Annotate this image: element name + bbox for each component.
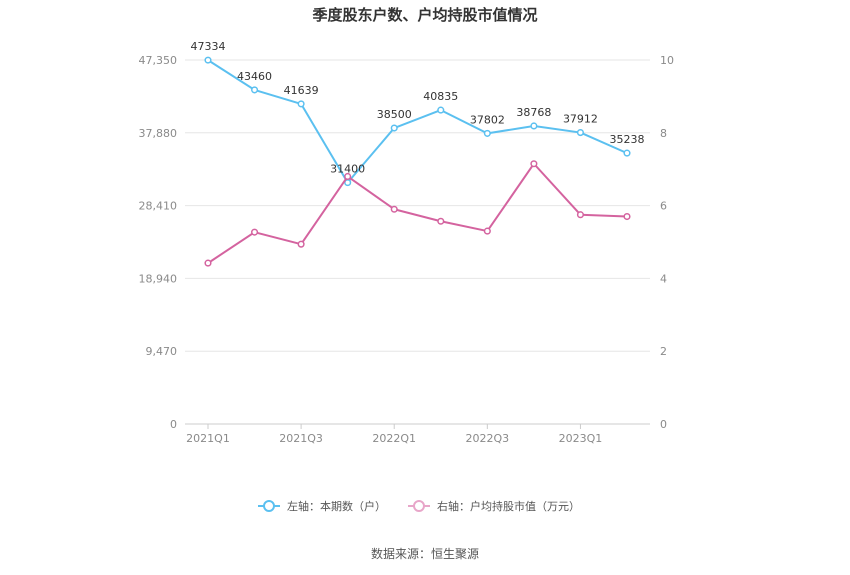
right-axis-tick-label: 8	[660, 127, 667, 140]
legend-label-market-value: 右轴：户均持股市值（万元）	[437, 499, 580, 513]
data-label: 43460	[237, 70, 272, 83]
legend[interactable]: 左轴：本期数（户） 右轴：户均持股市值（万元）	[258, 499, 580, 513]
data-point[interactable]	[297, 100, 305, 108]
data-point[interactable]	[530, 160, 538, 168]
data-point[interactable]	[437, 217, 445, 225]
left-axis-tick-label: 9,470	[146, 345, 178, 358]
data-point[interactable]	[390, 205, 398, 213]
x-axis: 2021Q1 2021Q3 2022Q1 2022Q3 2023Q1	[186, 424, 602, 445]
data-point[interactable]	[390, 124, 398, 132]
right-axis-tick-label: 6	[660, 200, 667, 213]
data-point[interactable]	[204, 56, 212, 64]
grid-lines	[185, 59, 650, 425]
data-point[interactable]	[576, 129, 584, 137]
data-labels: 47334 43460 41639 31400 38500 40835 37802 38768…	[191, 40, 645, 175]
data-point[interactable]	[483, 129, 491, 137]
left-axis-tick-label: 0	[170, 418, 177, 431]
legend-item-market-value[interactable]: 右轴：户均持股市值（万元）	[408, 499, 580, 513]
data-label: 38768	[516, 106, 551, 119]
data-point[interactable]	[576, 211, 584, 219]
left-axis-tick-label: 18,940	[139, 272, 178, 285]
left-axis-tick-label: 37,880	[139, 127, 178, 140]
data-source: 数据来源：恒生聚源	[371, 546, 479, 561]
data-label: 40835	[423, 90, 458, 103]
right-axis-tick-label: 0	[660, 418, 667, 431]
left-axis-ticks: 0 9,470 18,940 28,410 37,880 47,350	[139, 54, 178, 431]
x-axis-tick-label: 2022Q3	[466, 432, 510, 445]
data-point[interactable]	[251, 228, 259, 236]
data-point[interactable]	[530, 122, 538, 130]
data-label: 37802	[470, 113, 505, 126]
legend-marker-holders	[263, 500, 275, 512]
data-label: 35238	[610, 133, 645, 146]
series-line-1	[207, 162, 628, 264]
legend-label-holders: 左轴：本期数（户）	[287, 499, 386, 513]
right-axis-ticks: 0 2 4 6 8 10	[660, 54, 674, 431]
x-axis-tick-label: 2022Q1	[372, 432, 416, 445]
x-axis-tick-label: 2021Q1	[186, 432, 230, 445]
data-point[interactable]	[344, 172, 352, 181]
x-axis-tick-label: 2023Q1	[559, 432, 603, 445]
data-point[interactable]	[204, 259, 212, 267]
data-label: 31400	[330, 163, 365, 176]
series-line-0	[207, 59, 628, 184]
right-axis-tick-label: 4	[660, 272, 667, 285]
data-label: 41639	[284, 84, 319, 97]
data-label: 38500	[377, 108, 412, 121]
x-axis-tick-label: 2021Q3	[279, 432, 323, 445]
chart-title: 季度股东户数、户均持股市值情况	[312, 6, 537, 24]
data-label: 37912	[563, 113, 598, 126]
data-point[interactable]	[623, 149, 631, 157]
left-axis-tick-label: 47,350	[139, 54, 178, 67]
series-layer	[204, 56, 631, 267]
legend-item-holders[interactable]: 左轴：本期数（户）	[258, 499, 386, 513]
legend-marker-market-value	[413, 500, 425, 512]
right-axis-tick-label: 2	[660, 345, 667, 358]
data-point[interactable]	[483, 227, 491, 235]
right-axis-tick-label: 10	[660, 54, 674, 67]
data-point[interactable]	[251, 86, 259, 94]
data-point[interactable]	[437, 106, 445, 114]
data-label: 47334	[191, 40, 226, 53]
left-axis-tick-label: 28,410	[139, 200, 178, 213]
data-point[interactable]	[297, 240, 305, 248]
data-point[interactable]	[623, 212, 631, 221]
